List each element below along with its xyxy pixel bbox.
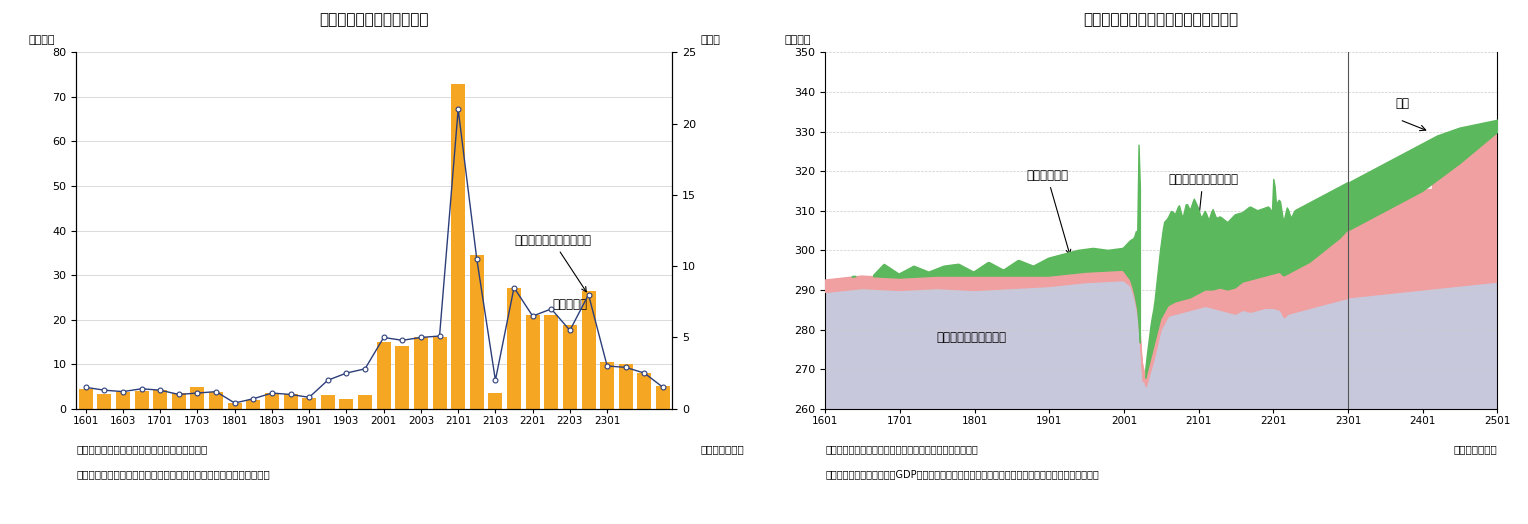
Text: （資料）内閣府「四半期別GDP速報」、「家計可処分所得・家計貯蓄率四半期別速報（参考系列）」: （資料）内閣府「四半期別GDP速報」、「家計可処分所得・家計貯蓄率四半期別速報（… xyxy=(825,470,1099,479)
Bar xyxy=(656,387,669,409)
Text: 貯蓄: 貯蓄 xyxy=(1166,267,1184,281)
Text: （％）: （％） xyxy=(700,35,720,45)
Text: （注）可処分所得等＝可処分所得＋年金受給権の変動調整: （注）可処分所得等＝可処分所得＋年金受給権の変動調整 xyxy=(825,444,978,454)
Bar xyxy=(582,291,596,409)
Bar xyxy=(544,315,558,409)
Text: 予測: 予測 xyxy=(1397,97,1410,111)
Bar xyxy=(116,392,130,409)
Bar xyxy=(619,364,633,409)
Bar xyxy=(377,342,391,409)
Title: 家計貯蓄額、貯蓄率の推移: 家計貯蓄額、貯蓄率の推移 xyxy=(319,12,429,27)
Bar xyxy=(469,255,484,409)
Bar xyxy=(507,288,521,409)
Bar xyxy=(284,395,298,409)
Bar xyxy=(358,395,371,409)
Bar xyxy=(321,395,335,409)
Bar xyxy=(98,395,112,409)
Text: 物価要因: 物価要因 xyxy=(1401,172,1429,185)
Text: 家計・貯蓄率（右目盛）: 家計・貯蓄率（右目盛） xyxy=(513,234,591,292)
Bar xyxy=(637,373,651,409)
Bar xyxy=(209,392,223,409)
Text: （兆円）: （兆円） xyxy=(785,35,811,45)
Text: （年・四半期）: （年・四半期） xyxy=(1453,444,1497,454)
Text: 家計消費支出（名目）: 家計消費支出（名目） xyxy=(1167,173,1238,292)
Bar xyxy=(228,403,241,409)
Text: 可処分所得等: 可処分所得等 xyxy=(1027,169,1071,255)
Text: （年・四半期）: （年・四半期） xyxy=(700,444,744,454)
Bar xyxy=(171,393,186,409)
Bar xyxy=(526,315,539,409)
Bar xyxy=(339,399,353,409)
Bar xyxy=(264,393,280,409)
Bar xyxy=(601,362,614,409)
Bar xyxy=(451,83,465,409)
Bar xyxy=(79,389,93,409)
Text: 家計・貯蓄: 家計・貯蓄 xyxy=(553,298,587,311)
Bar xyxy=(432,336,446,409)
Bar xyxy=(134,391,148,409)
Bar xyxy=(303,398,316,409)
Bar xyxy=(153,390,167,409)
Bar xyxy=(246,400,260,409)
Text: （資料）「家計可処分所得・家計貯蓄率四半期別速報（参考系列）」: （資料）「家計可処分所得・家計貯蓄率四半期別速報（参考系列）」 xyxy=(76,470,270,479)
Text: 家計消費支出（実質）: 家計消費支出（実質） xyxy=(937,331,1007,344)
Bar xyxy=(191,387,205,409)
Title: 物価高の影響で家計貯蓄は大幅に減少: 物価高の影響で家計貯蓄は大幅に減少 xyxy=(1083,12,1239,27)
Text: （兆円）: （兆円） xyxy=(29,35,55,45)
Bar xyxy=(396,346,410,409)
Bar xyxy=(562,325,578,409)
Bar xyxy=(489,393,503,409)
Bar xyxy=(414,337,428,409)
Text: （注）家計・貯蓄額は季節調整済・年率換算値: （注）家計・貯蓄額は季節調整済・年率換算値 xyxy=(76,444,208,454)
